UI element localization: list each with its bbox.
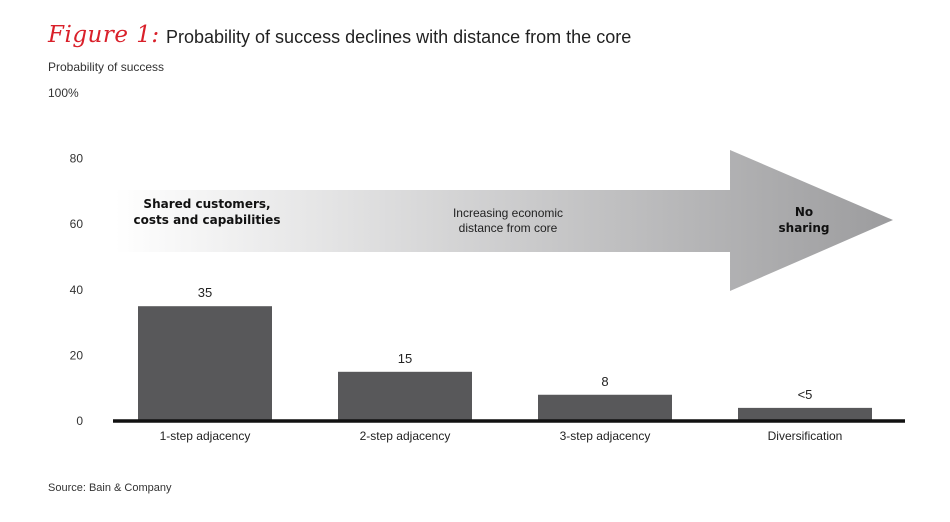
distance-arrow	[115, 150, 893, 291]
bar-4	[738, 407, 872, 421]
y-tick-label: 20	[70, 348, 84, 362]
data-label-2: 15	[398, 351, 412, 366]
category-label-4: Diversification	[768, 429, 843, 443]
y-tick-label: 80	[70, 152, 84, 166]
figure-title: Probability of success declines with dis…	[166, 27, 632, 47]
y-tick-label: 0	[76, 414, 83, 428]
figure-label: Figure 1:	[48, 22, 160, 48]
y-axis-title: Probability of success	[48, 60, 165, 74]
arrow-left-line-2: costs and capabilities	[134, 213, 281, 227]
arrow-right-line-2: sharing	[779, 221, 830, 235]
arrow-right-text: No sharing	[779, 205, 830, 235]
bar-2	[338, 371, 472, 421]
y-tick-label: 60	[70, 217, 84, 231]
category-label-3: 3-step adjacency	[560, 429, 651, 443]
arrow-left-text: Shared customers, costs and capabilities	[134, 197, 281, 227]
data-label-3: 8	[601, 374, 608, 389]
bar-3	[538, 394, 672, 421]
arrow-middle-line-1: Increasing economic	[453, 206, 563, 220]
arrow-middle-text: Increasing economic distance from core	[453, 206, 563, 235]
y-tick-label: 40	[70, 283, 84, 297]
source-note: Source: Bain & Company	[48, 482, 172, 494]
arrow-right-line-1: No	[795, 205, 813, 219]
bar-1	[138, 306, 272, 421]
data-label-1: 35	[198, 285, 212, 300]
y-tick-label: 100%	[48, 86, 79, 100]
category-label-2: 2-step adjacency	[360, 429, 451, 443]
category-label-1: 1-step adjacency	[160, 429, 251, 443]
arrow-left-line-1: Shared customers,	[143, 197, 270, 211]
arrow-middle-line-2: distance from core	[459, 221, 558, 235]
data-label-4: <5	[798, 387, 813, 402]
